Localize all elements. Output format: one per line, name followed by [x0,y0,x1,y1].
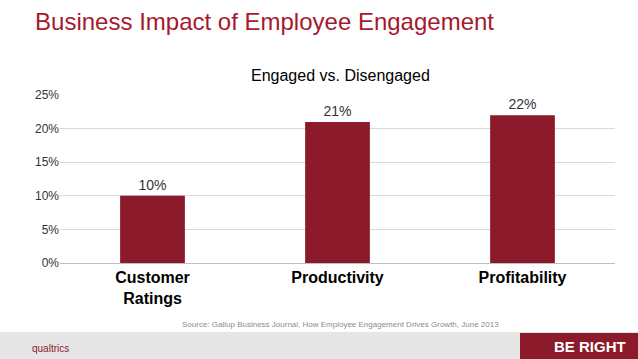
svg-text:25%: 25% [35,88,59,102]
svg-text:Engaged vs. Disengaged: Engaged vs. Disengaged [251,67,430,84]
svg-text:21%: 21% [323,103,351,119]
svg-text:Business Impact of Employee En: Business Impact of Employee Engagement [35,8,494,35]
svg-text:22%: 22% [508,96,536,112]
svg-text:Profitability: Profitability [478,269,566,286]
svg-text:CustomerRatings: CustomerRatings [115,269,190,307]
svg-text:Source: Gallup Business Journa: Source: Gallup Business Journal, How Emp… [182,320,499,329]
svg-text:10%: 10% [35,189,59,203]
svg-text:10%: 10% [138,177,166,193]
svg-text:BE RIGHT: BE RIGHT [554,338,626,355]
svg-text:0%: 0% [42,256,60,270]
svg-text:20%: 20% [35,122,59,136]
svg-text:Productivity: Productivity [291,269,384,286]
svg-text:15%: 15% [35,155,59,169]
svg-text:5%: 5% [42,223,60,237]
svg-text:qualtrics: qualtrics [32,343,69,354]
